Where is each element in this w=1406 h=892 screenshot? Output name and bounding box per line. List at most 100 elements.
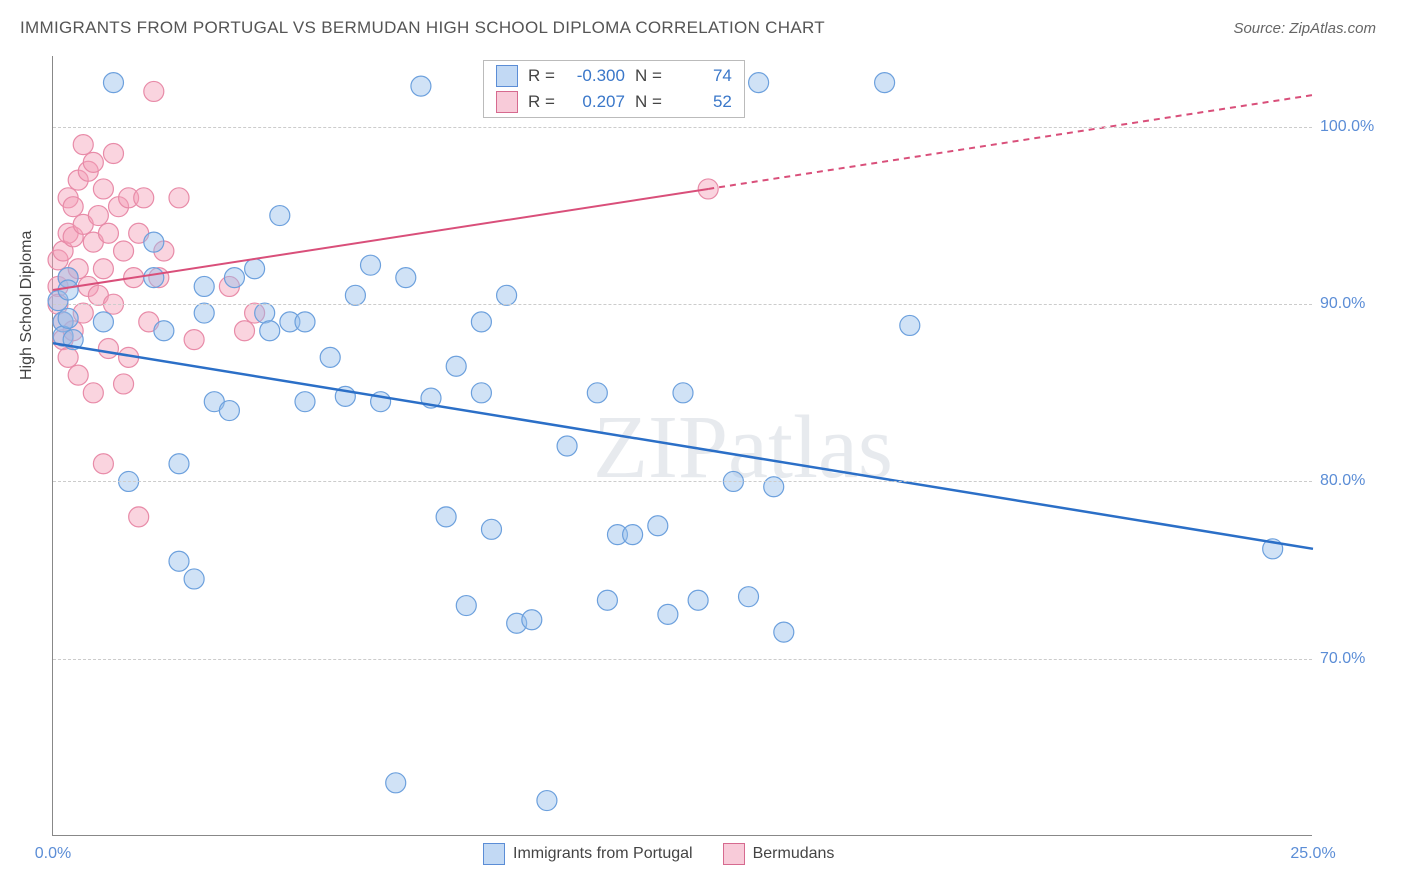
data-point (63, 197, 83, 217)
legend-label: Bermudans (753, 845, 835, 863)
data-point (224, 268, 244, 288)
y-axis-label: High School Diploma (18, 231, 36, 380)
data-point (522, 610, 542, 630)
gridline-h (53, 481, 1312, 482)
gridline-h (53, 127, 1312, 128)
data-point (184, 569, 204, 589)
y-tick-label: 70.0% (1320, 650, 1400, 668)
data-point (749, 73, 769, 93)
data-point (184, 330, 204, 350)
data-point (134, 188, 154, 208)
data-point (497, 285, 517, 305)
stat-r-label: R = (528, 66, 555, 86)
data-point (144, 268, 164, 288)
x-tick-label: 0.0% (35, 845, 71, 863)
data-point (587, 383, 607, 403)
data-point (245, 259, 265, 279)
data-point (144, 232, 164, 252)
data-point (597, 590, 617, 610)
data-point (481, 519, 501, 539)
data-point (688, 590, 708, 610)
scatter-plot-svg (53, 56, 1312, 835)
stat-n-label: N = (635, 92, 662, 112)
data-point (103, 144, 123, 164)
data-point (673, 383, 693, 403)
data-point (68, 365, 88, 385)
data-point (93, 179, 113, 199)
data-point (255, 303, 275, 323)
data-point (295, 312, 315, 332)
data-point (386, 773, 406, 793)
data-point (93, 312, 113, 332)
data-point (58, 308, 78, 328)
chart-area: ZIPatlas R =-0.300 N =74R =0.207 N =52 I… (52, 56, 1312, 836)
data-point (73, 135, 93, 155)
data-point (235, 321, 255, 341)
stats-legend-row: R = 0.207 N = 52 (484, 89, 744, 115)
legend-item: Immigrants from Portugal (483, 843, 693, 865)
data-point (411, 76, 431, 96)
stat-n-label: N = (635, 66, 662, 86)
data-point (900, 315, 920, 335)
data-point (260, 321, 280, 341)
data-point (361, 255, 381, 275)
data-point (658, 604, 678, 624)
source-label: Source: ZipAtlas.com (1233, 20, 1376, 37)
data-point (98, 223, 118, 243)
trend-line (53, 343, 1313, 549)
swatch-pink-icon (496, 91, 518, 113)
data-point (764, 477, 784, 497)
swatch-pink-icon (723, 843, 745, 865)
y-tick-label: 80.0% (1320, 472, 1400, 490)
data-point (58, 347, 78, 367)
data-point (98, 339, 118, 359)
data-point (774, 622, 794, 642)
data-point (446, 356, 466, 376)
stat-n-value: 52 (672, 92, 732, 112)
data-point (83, 152, 103, 172)
x-tick-label: 25.0% (1290, 845, 1335, 863)
gridline-h (53, 304, 1312, 305)
y-tick-label: 90.0% (1320, 295, 1400, 313)
data-point (114, 241, 134, 261)
legend-item: Bermudans (723, 843, 835, 865)
chart-title: IMMIGRANTS FROM PORTUGAL VS BERMUDAN HIG… (20, 18, 825, 38)
data-point (88, 206, 108, 226)
data-point (58, 280, 78, 300)
gridline-h (53, 659, 1312, 660)
data-point (93, 259, 113, 279)
stat-n-value: 74 (672, 66, 732, 86)
data-point (739, 587, 759, 607)
data-point (194, 276, 214, 296)
data-point (396, 268, 416, 288)
data-point (103, 73, 123, 93)
swatch-blue-icon (483, 843, 505, 865)
stat-r-label: R = (528, 92, 555, 112)
data-point (875, 73, 895, 93)
data-point (83, 383, 103, 403)
data-point (320, 347, 340, 367)
data-point (154, 321, 174, 341)
data-point (219, 401, 239, 421)
data-point (93, 454, 113, 474)
stats-legend-row: R = -0.300 N = 74 (484, 63, 744, 89)
data-point (144, 81, 164, 101)
data-point (169, 188, 189, 208)
data-point (537, 791, 557, 811)
data-point (114, 374, 134, 394)
data-point (129, 507, 149, 527)
data-point (194, 303, 214, 323)
data-point (471, 312, 491, 332)
data-point (295, 392, 315, 412)
data-point (169, 454, 189, 474)
swatch-blue-icon (496, 65, 518, 87)
stat-r-value: -0.300 (565, 66, 625, 86)
stat-r-value: 0.207 (565, 92, 625, 112)
data-point (436, 507, 456, 527)
data-point (648, 516, 668, 536)
trend-line-extrapolated (708, 95, 1313, 189)
series-legend: Immigrants from Portugal Bermudans (483, 843, 834, 865)
data-point (345, 285, 365, 305)
data-point (623, 525, 643, 545)
data-point (270, 206, 290, 226)
